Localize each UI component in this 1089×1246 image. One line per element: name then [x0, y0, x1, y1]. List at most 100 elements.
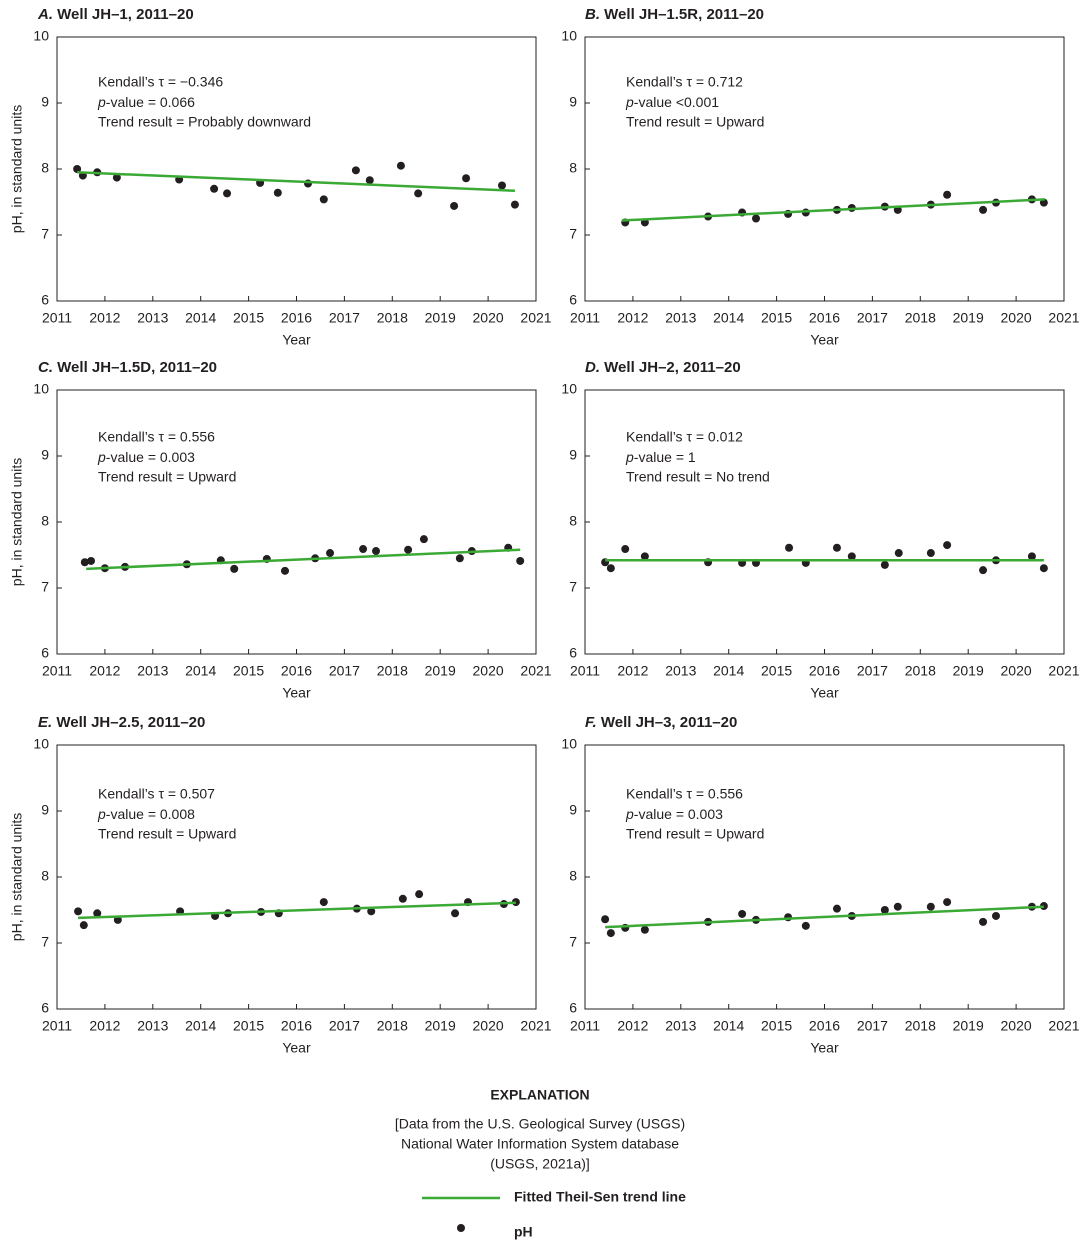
data-point — [414, 189, 423, 198]
x-tick-label: 2017 — [857, 310, 888, 326]
y-axis-label: pH, in standard units — [9, 458, 25, 586]
panel-letter: D. — [585, 359, 600, 376]
data-point — [281, 566, 290, 575]
panel-title-text: Well JH–3, 2011–20 — [601, 714, 738, 731]
annotation-trend: Trend result = Upward — [626, 114, 764, 130]
data-point — [801, 921, 810, 930]
panel-letter: C. — [38, 359, 53, 376]
data-point — [979, 917, 988, 926]
panel-letter: A. — [37, 6, 53, 23]
y-tick-label: 6 — [569, 1000, 577, 1016]
x-tick-label: 2013 — [665, 1018, 696, 1034]
x-tick-label: 2013 — [137, 663, 168, 679]
annotation-trend: Trend result = Upward — [98, 469, 236, 485]
data-point — [979, 566, 988, 575]
x-tick-label: 2021 — [520, 1018, 551, 1034]
y-tick-label: 9 — [569, 94, 577, 110]
data-point — [359, 545, 368, 554]
panel-title: D. Well JH–2, 2011–20 — [585, 359, 741, 376]
plot-frame — [56, 744, 537, 1010]
p-symbol: p — [97, 449, 106, 465]
annotation-tau: Kendall’s τ = −0.346 — [98, 74, 223, 90]
x-tick-label: 2015 — [761, 663, 792, 679]
data-point — [640, 552, 649, 561]
annotation-tau: Kendall’s τ = 0.507 — [98, 786, 215, 802]
data-point — [847, 552, 856, 561]
annotation-trend: Trend result = Upward — [626, 826, 764, 842]
data-point — [621, 545, 630, 554]
data-point — [943, 541, 952, 550]
panel-title-text: Well JH–1.5D, 2011–20 — [57, 359, 217, 376]
y-tick-label: 7 — [569, 579, 577, 595]
data-point — [785, 543, 794, 552]
data-point — [93, 909, 102, 918]
panel-title-text: Well JH–1.5R, 2011–20 — [604, 6, 764, 23]
annotation-p: p-value = 0.003 — [625, 806, 723, 822]
data-point — [326, 549, 335, 558]
data-point — [351, 166, 360, 175]
x-tick-label: 2017 — [329, 663, 360, 679]
p-symbol: p — [97, 94, 106, 110]
trend-line — [605, 905, 1044, 929]
panel: F. Well JH–3, 2011–20 2011 2012 2013 2014 201… — [561, 714, 1079, 1056]
x-tick-label: 2016 — [281, 663, 312, 679]
x-tick-label: 2014 — [713, 310, 744, 326]
y-tick-label: 8 — [41, 160, 49, 176]
panel-title: C. Well JH–1.5D, 2011–20 — [38, 359, 217, 376]
data-point — [880, 906, 889, 914]
data-point — [893, 902, 902, 911]
annotation-p: p-value <0.001 — [625, 94, 719, 110]
panel-title: A. Well JH–1, 2011–20 — [37, 6, 194, 23]
y-tick-label: 9 — [569, 802, 577, 818]
x-tick-label: 2020 — [1001, 310, 1032, 326]
data-point — [113, 915, 122, 924]
x-tick-label: 2019 — [953, 310, 984, 326]
x-tick-label: 2015 — [233, 1018, 264, 1034]
p-text: -value = 0.003 — [106, 449, 195, 465]
y-tick-label: 8 — [569, 160, 577, 176]
data-point — [640, 925, 649, 934]
data-point — [926, 549, 935, 558]
data-point — [80, 558, 89, 567]
p-text: -value = 1 — [634, 449, 696, 465]
data-point — [606, 929, 615, 938]
legend-point — [457, 1224, 465, 1232]
x-axis-label: Year — [810, 685, 839, 701]
x-tick-label: 2019 — [425, 663, 456, 679]
p-symbol: p — [625, 449, 634, 465]
panel-letter: E. — [38, 714, 52, 731]
x-tick-label: 2015 — [233, 310, 264, 326]
trend-line — [77, 171, 515, 193]
y-tick-label: 6 — [41, 292, 49, 308]
explanation-note: [Data from the U.S. Geological Survey (U… — [395, 1116, 685, 1132]
x-tick-label: 2011 — [42, 310, 72, 326]
x-tick-label: 2020 — [1001, 1018, 1032, 1034]
x-tick-label: 2019 — [953, 1018, 984, 1034]
data-point — [396, 161, 405, 170]
x-tick-label: 2014 — [713, 663, 744, 679]
x-tick-label: 2014 — [185, 1018, 216, 1034]
data-point — [404, 545, 413, 554]
y-tick-label: 9 — [41, 447, 49, 463]
x-tick-label: 2011 — [570, 1018, 600, 1034]
p-symbol: p — [625, 94, 634, 110]
data-point — [1027, 552, 1036, 561]
x-tick-label: 2016 — [809, 1018, 840, 1034]
explanation-note: National Water Information System databa… — [401, 1136, 679, 1152]
data-point — [738, 909, 747, 918]
x-tick-label: 2018 — [905, 310, 936, 326]
x-tick-label: 2021 — [1048, 1018, 1079, 1034]
x-tick-label: 2020 — [1001, 663, 1032, 679]
panel-letter: F. — [585, 714, 597, 731]
x-tick-label: 2016 — [281, 310, 312, 326]
x-tick-label: 2018 — [905, 1018, 936, 1034]
y-tick-label: 9 — [41, 94, 49, 110]
panel: B. Well JH–1.5R, 2011–20 2011 2012 2013 2014… — [561, 6, 1079, 348]
panel-title: B. Well JH–1.5R, 2011–20 — [585, 6, 764, 23]
x-tick-label: 2012 — [617, 310, 648, 326]
x-tick-label: 2016 — [809, 663, 840, 679]
annotation-p: p-value = 0.066 — [97, 94, 195, 110]
x-tick-label: 2013 — [137, 310, 168, 326]
data-point — [112, 173, 121, 182]
y-tick-label: 6 — [569, 292, 577, 308]
